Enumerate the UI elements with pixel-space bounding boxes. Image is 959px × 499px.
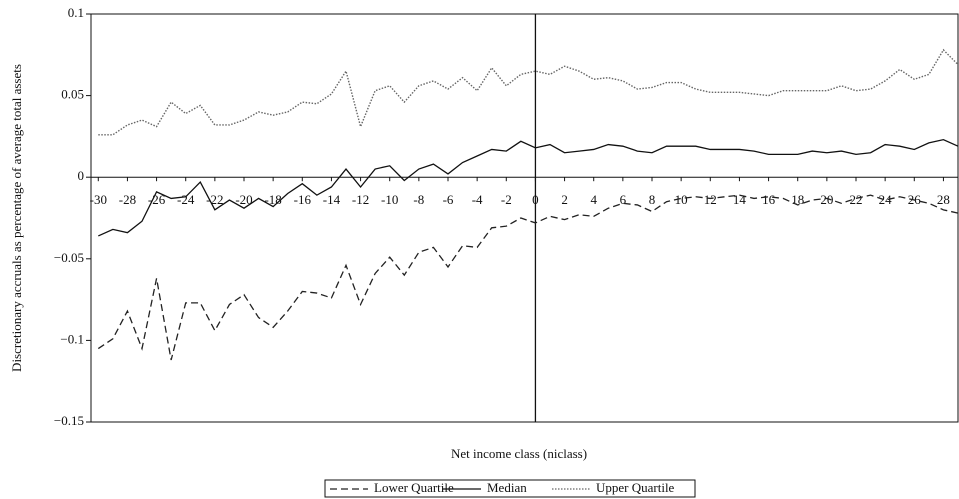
x-tick-label: 16 bbox=[762, 192, 776, 207]
x-axis-label: Net income class (niclass) bbox=[451, 446, 587, 461]
y-tick-label: 0.1 bbox=[68, 5, 84, 20]
x-tick-label: 28 bbox=[937, 192, 950, 207]
y-tick-label: 0 bbox=[78, 168, 85, 183]
x-tick-label: -2 bbox=[501, 192, 512, 207]
x-tick-label: 14 bbox=[733, 192, 747, 207]
plot-frame bbox=[90, 13, 959, 423]
y-tick-label: 0.05 bbox=[61, 87, 84, 102]
x-tick-label: -20 bbox=[235, 192, 252, 207]
x-tick-label: -10 bbox=[381, 192, 398, 207]
x-tick-label: -30 bbox=[90, 192, 107, 207]
x-tick-label: 24 bbox=[879, 192, 893, 207]
legend-box bbox=[324, 479, 696, 498]
x-tick-label: -26 bbox=[148, 192, 166, 207]
x-tick-label: 8 bbox=[649, 192, 656, 207]
legend-label: Lower Quartile bbox=[374, 480, 454, 495]
x-tick-label: 2 bbox=[561, 192, 568, 207]
line-series bbox=[98, 138, 959, 237]
x-tick-label: -24 bbox=[177, 192, 195, 207]
line-series bbox=[98, 48, 959, 136]
legend-label: Upper Quartile bbox=[596, 480, 675, 495]
x-tick-label: 4 bbox=[590, 192, 597, 207]
x-tick-label: -28 bbox=[119, 192, 136, 207]
x-tick-label: -16 bbox=[294, 192, 312, 207]
x-tick-label: 12 bbox=[704, 192, 717, 207]
x-tick-label: -6 bbox=[443, 192, 454, 207]
x-tick-label: 10 bbox=[675, 192, 688, 207]
x-tick-label: -8 bbox=[413, 192, 424, 207]
y-tick-label: −0.1 bbox=[60, 331, 84, 346]
line-series bbox=[97, 194, 959, 361]
y-axis-label: Discretionary accruals as percentage of … bbox=[9, 64, 24, 372]
y-tick-label: −0.05 bbox=[54, 250, 84, 265]
x-tick-label: 20 bbox=[820, 192, 833, 207]
x-tick-label: -22 bbox=[206, 192, 223, 207]
x-tick-label: 6 bbox=[620, 192, 627, 207]
x-tick-label: -4 bbox=[472, 192, 483, 207]
x-tick-label: 0 bbox=[532, 192, 539, 207]
x-tick-label: 22 bbox=[850, 192, 863, 207]
legend-label: Median bbox=[487, 480, 527, 495]
x-tick-label: -18 bbox=[264, 192, 281, 207]
y-tick-label: −0.15 bbox=[54, 413, 84, 428]
x-tick-label: -12 bbox=[352, 192, 369, 207]
x-tick-label: -14 bbox=[323, 192, 341, 207]
